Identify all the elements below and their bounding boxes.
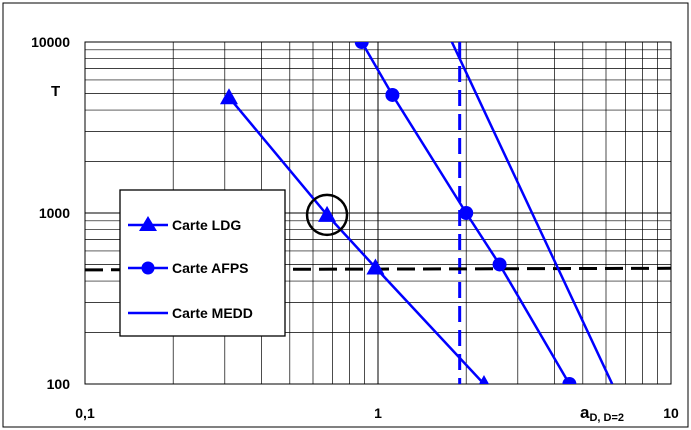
data-point-carte-ldg xyxy=(478,375,490,384)
plot-border xyxy=(84,41,672,385)
legend-item-carte-afps: Carte AFPS xyxy=(128,260,249,276)
tick-labels: 0,1 1 10 100 1000 10000 xyxy=(31,34,679,421)
data-point-carte-ldg xyxy=(219,88,238,105)
legend-marker-triangle xyxy=(139,216,157,231)
legend-marker-circle xyxy=(141,261,155,275)
x-tick-label: 1 xyxy=(374,405,382,421)
data-point-carte-afps xyxy=(492,257,507,272)
data-point-carte-ldg xyxy=(318,205,337,222)
series xyxy=(219,42,614,384)
data-point-carte-afps xyxy=(354,42,369,49)
data-point-carte-afps xyxy=(459,206,474,220)
y-tick-label: 10000 xyxy=(31,34,70,50)
data-point-carte-ldg xyxy=(366,258,385,275)
x-axis-label: aD, D=2 xyxy=(580,403,624,424)
series-line-carte-ldg xyxy=(228,96,485,384)
data-point-carte-afps xyxy=(385,87,400,102)
annotation-circle xyxy=(305,193,349,237)
legend-label-carte-ldg: Carte LDG xyxy=(172,217,241,233)
legend: Carte LDG Carte AFPS Carte MEDD xyxy=(119,189,286,337)
data-point-carte-afps xyxy=(562,377,577,384)
annotations xyxy=(305,193,349,237)
y-tick-label: 100 xyxy=(47,376,71,392)
x-tick-label: 10 xyxy=(663,405,679,421)
legend-item-carte-ldg: Carte LDG xyxy=(128,216,241,233)
legend-item-carte-medd: Carte MEDD xyxy=(128,305,253,321)
series-line-carte-medd xyxy=(450,42,614,384)
legend-label-carte-medd: Carte MEDD xyxy=(172,305,253,321)
legend-label-carte-afps: Carte AFPS xyxy=(172,260,249,276)
x-tick-label: 0,1 xyxy=(75,405,95,421)
y-tick-label: 1000 xyxy=(39,205,70,221)
y-axis-label: T xyxy=(51,83,60,100)
